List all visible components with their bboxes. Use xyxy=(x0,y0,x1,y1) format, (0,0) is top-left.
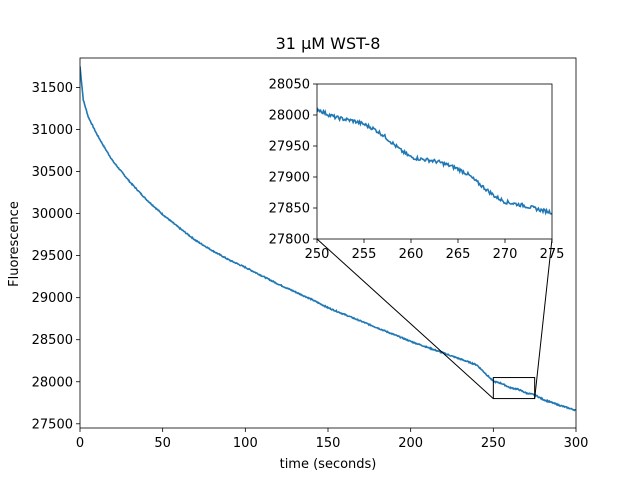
inset-x-tick-label: 270 xyxy=(493,247,518,262)
inset-x-tick-label: 255 xyxy=(352,247,377,262)
main-y-tick-label: 30000 xyxy=(32,207,73,222)
inset-x-tick-label: 250 xyxy=(305,247,330,262)
main-x-tick-label: 100 xyxy=(233,436,258,451)
inset-axes-frame xyxy=(316,83,553,240)
inset-series-line xyxy=(317,107,552,216)
main-x-tick-label: 50 xyxy=(154,436,171,451)
main-y-tick-label: 29000 xyxy=(32,291,73,306)
x-axis-label: time (seconds) xyxy=(280,457,377,472)
main-x-tick-label: 250 xyxy=(481,436,506,451)
inset-x-tick-label: 265 xyxy=(446,247,471,262)
inset-y-tick-label: 28050 xyxy=(269,78,310,93)
inset-y-tick-label: 28000 xyxy=(269,109,310,124)
main-x-tick-label: 150 xyxy=(316,436,341,451)
main-y-tick-label: 28000 xyxy=(32,375,73,390)
inset-plot-area xyxy=(317,84,552,239)
inset-y-tick-label: 27900 xyxy=(269,171,310,186)
inset-plot: 250 255 260 265 270 275 27800 27850 27900 27950 28… xyxy=(269,78,565,263)
main-y-tick-label: 27500 xyxy=(32,417,73,432)
y-axis-label: Fluorescence xyxy=(7,201,22,287)
chart-title: 31 µM WST-8 xyxy=(276,34,381,53)
inset-x-tick-label: 260 xyxy=(399,247,424,262)
main-y-tick-label: 28500 xyxy=(32,333,73,348)
zoom-region-box xyxy=(492,377,536,400)
main-y-tick-label: 29500 xyxy=(32,249,73,264)
main-y-tick-label: 31500 xyxy=(32,81,73,96)
zoom-connector-right xyxy=(534,238,553,399)
main-y-tick-label: 30500 xyxy=(32,165,73,180)
main-x-tick-label: 300 xyxy=(564,436,589,451)
main-y-tick-label: 31000 xyxy=(32,123,73,138)
zoom-indicator xyxy=(316,238,553,400)
inset-y-tick-label: 27950 xyxy=(269,140,310,155)
main-x-tick-label: 0 xyxy=(76,436,84,451)
zoom-connector-left xyxy=(316,238,494,399)
inset-y-tick-label: 27850 xyxy=(269,202,310,217)
inset-y-tick-label: 27800 xyxy=(269,233,310,248)
inset-x-tick-label: 275 xyxy=(540,247,565,262)
main-axes-frame xyxy=(79,57,577,429)
main-x-tick-label: 200 xyxy=(398,436,423,451)
